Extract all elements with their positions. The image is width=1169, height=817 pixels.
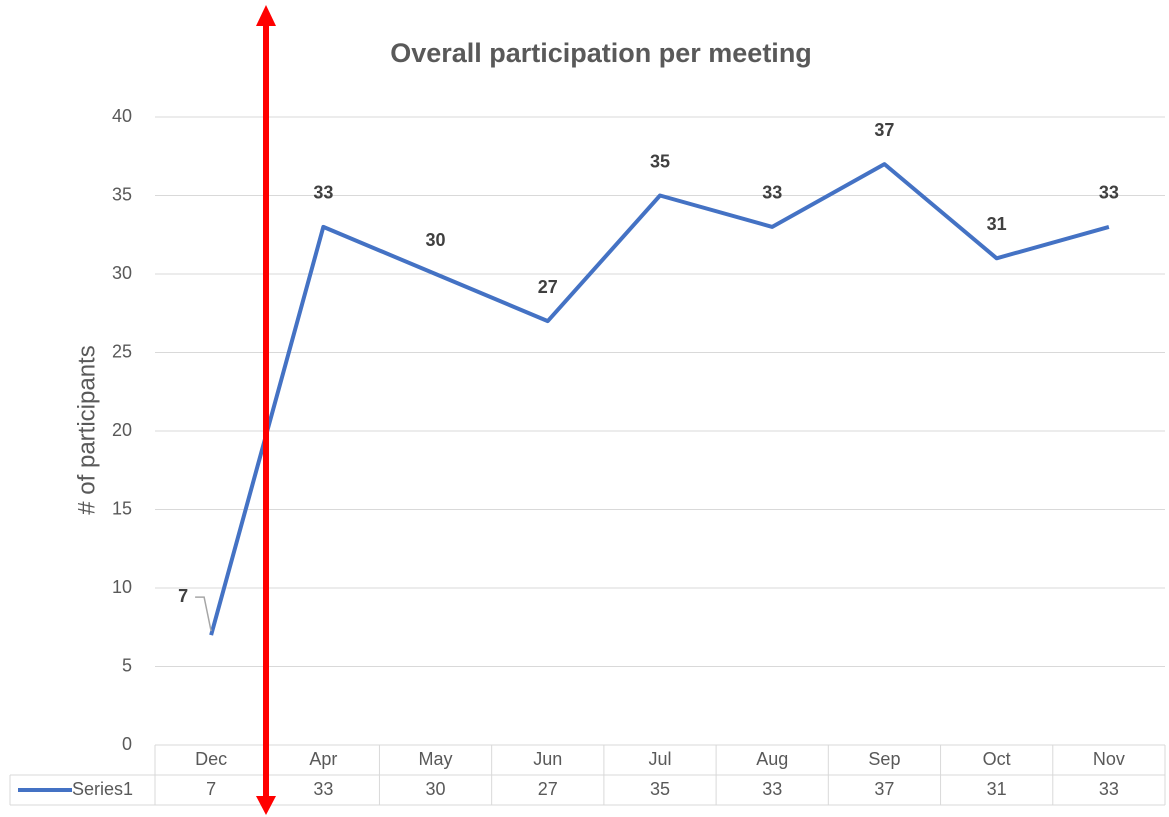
x-tick-label: Jul (648, 749, 671, 769)
y-tick-label: 5 (122, 655, 132, 675)
y-tick-label: 10 (112, 577, 132, 597)
legend-label: Series1 (72, 779, 133, 799)
arrow-head-top (256, 5, 276, 26)
y-tick-label: 20 (112, 420, 132, 440)
y-tick-label: 30 (112, 263, 132, 283)
table-value: 37 (874, 779, 894, 799)
x-tick-label: Dec (195, 749, 227, 769)
data-label: 35 (650, 151, 670, 171)
x-tick-label: Oct (983, 749, 1011, 769)
data-label: 27 (538, 277, 558, 297)
x-tick-label: Sep (868, 749, 900, 769)
y-tick-label: 15 (112, 498, 132, 518)
table-value: 30 (426, 779, 446, 799)
x-tick-label: Jun (533, 749, 562, 769)
x-tick-label: Nov (1093, 749, 1125, 769)
table-value: 31 (987, 779, 1007, 799)
table-value: 27 (538, 779, 558, 799)
series-line (209, 162, 1110, 636)
x-tick-label: May (419, 749, 453, 769)
data-label: 37 (874, 120, 894, 140)
y-axis-title: # of participants (73, 345, 100, 514)
chart-title: Overall participation per meeting (390, 38, 812, 68)
table-value: 35 (650, 779, 670, 799)
x-tick-label: Apr (309, 749, 337, 769)
data-label: 33 (762, 183, 782, 203)
table-value: 33 (762, 779, 782, 799)
plot: 0 5 10 15 20 25 30 35 40 Dec Apr May Jun Jul Aug Sep Oct… (9, 106, 1166, 806)
y-tick-label: 25 (112, 341, 132, 361)
arrow-head-bottom (256, 796, 276, 815)
data-label: 31 (987, 214, 1007, 234)
table-value: 7 (206, 779, 216, 799)
table-value: 33 (1099, 779, 1119, 799)
data-label: 7 (178, 586, 188, 606)
y-tick-label: 0 (122, 734, 132, 754)
data-label: 30 (426, 230, 446, 250)
x-tick-label: Aug (756, 749, 788, 769)
table-value: 33 (313, 779, 333, 799)
data-label: 33 (313, 183, 333, 203)
data-label: 33 (1099, 183, 1119, 203)
y-tick-label: 40 (112, 106, 132, 126)
label-leader (195, 596, 212, 632)
y-tick-label: 35 (112, 184, 132, 204)
annotation-arrow (256, 5, 276, 815)
